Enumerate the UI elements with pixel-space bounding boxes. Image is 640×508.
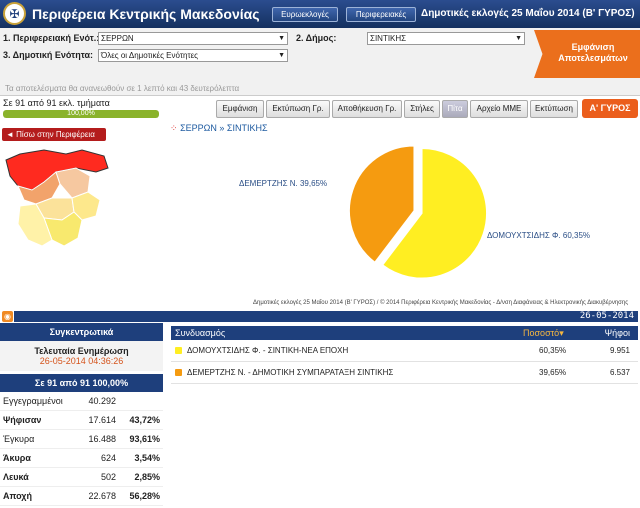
summary-key: Έγκυρα bbox=[3, 434, 35, 444]
dots-icon: ⁘ bbox=[170, 123, 178, 133]
chevron-down-icon: ▼ bbox=[515, 35, 522, 42]
first-round-button[interactable]: Α' ΓΥΡΟΣ bbox=[582, 99, 638, 118]
summary-row-blank: Λευκά 502 2,85% bbox=[0, 468, 163, 487]
print-button[interactable]: Εκτύπωση bbox=[530, 100, 578, 118]
summary-percent: 56,28% bbox=[129, 491, 160, 501]
row-name: ΔΕΜΕΡΤΖΗΣ Ν. - ΔΗΜΟΤΙΚΗ ΣΥΜΠΑΡΑΤΑΞΗ ΣΙΝΤ… bbox=[187, 368, 394, 377]
save-chart-button[interactable]: Αποθήκευση Γρ. bbox=[332, 100, 402, 118]
table-row[interactable]: ΔΕΜΕΡΤΖΗΣ Ν. - ΔΗΜΟΤΙΚΗ ΣΥΜΠΑΡΑΤΑΞΗ ΣΙΝΤ… bbox=[171, 362, 638, 384]
summary-value: 502 bbox=[100, 472, 116, 482]
back-to-region-button[interactable]: ◄ Πίσω στην Περιφέρεια bbox=[2, 128, 106, 141]
col-percent-sort[interactable]: Ποσοστό▾ bbox=[523, 326, 564, 340]
summary-row-invalid: Άκυρα 624 3,54% bbox=[0, 449, 163, 468]
summary-row-registered: Εγγεγραμμένοι 40.292 bbox=[0, 392, 163, 411]
summary-rows: Εγγεγραμμένοι 40.292 Ψήφισαν 17.614 43,72% … bbox=[0, 392, 163, 506]
summary-row-valid: Έγκυρα 16.488 93,61% bbox=[0, 430, 163, 449]
summary-value: 17.614 bbox=[88, 415, 116, 425]
municipality-select[interactable]: ΣΙΝΤΙΚΗΣ ▼ bbox=[367, 32, 525, 45]
last-update-label: Τελευταία Ενημέρωση bbox=[34, 346, 129, 356]
summary-key: Λευκά bbox=[3, 472, 29, 482]
progress-bar: 100,00% bbox=[3, 110, 159, 118]
last-update-time: 26-05-2014 04:36:26 bbox=[39, 356, 124, 366]
summary-percent: 43,72% bbox=[129, 415, 160, 425]
results-header: Συνδυασμός Ποσοστό▾ Ψήφοι bbox=[171, 326, 638, 340]
summary-key: Εγγεγραμμένοι bbox=[3, 396, 63, 406]
show-results-button[interactable]: Εμφάνιση Αποτελεσμάτων bbox=[534, 30, 640, 78]
summary-key: Ψήφισαν bbox=[3, 415, 42, 425]
region-map[interactable] bbox=[4, 146, 114, 256]
summary-panel: Συγκεντρωτικά Τελευταία Ενημέρωση 26-05-… bbox=[0, 323, 163, 508]
pie-label-domouchtsidis: ΔΟΜΟΥΧΤΣΙΔΗΣ Φ. 60,35% bbox=[487, 231, 591, 240]
col-percent-label: Ποσοστό bbox=[523, 328, 560, 338]
municipality-select-value: ΣΙΝΤΙΚΗΣ bbox=[370, 34, 407, 43]
display-button[interactable]: Εμφάνιση bbox=[216, 100, 264, 118]
sections-summary: Σε 91 από 91 100,00% bbox=[0, 374, 163, 392]
site-title: Περιφέρεια Κεντρικής Μακεδονίας bbox=[32, 6, 260, 22]
col-combination[interactable]: Συνδυασμός bbox=[175, 328, 226, 338]
municipal-unit-select[interactable]: Όλες οι Δημοτικές Ενότητες ▼ bbox=[98, 49, 288, 62]
summary-key: Αποχή bbox=[3, 491, 32, 501]
copyright-note: Δημοτικές εκλογές 25 Μαΐου 2014 (Β' ΓΥΡΟ… bbox=[253, 300, 629, 306]
map-region-chalkidiki bbox=[17, 203, 53, 247]
municipality-label: 2. Δήμος: bbox=[296, 33, 337, 43]
results-table: Συνδυασμός Ποσοστό▾ Ψήφοι ΔΟΜΟΥΧΤΣΙΔΗΣ Φ… bbox=[171, 326, 638, 384]
last-update-box: Τελευταία Ενημέρωση 26-05-2014 04:36:26 bbox=[0, 341, 163, 371]
media-file-button[interactable]: Αρχείο ΜΜΕ bbox=[470, 100, 528, 118]
columns-chart-button[interactable]: Στήλες bbox=[404, 100, 440, 118]
progress-fill bbox=[3, 110, 159, 118]
show-results-label: Εμφάνιση Αποτελεσμάτων bbox=[558, 42, 628, 63]
euroelections-button[interactable]: Ευρωεκλογές bbox=[272, 7, 338, 22]
chevron-down-icon: ▼ bbox=[278, 35, 285, 42]
regional-elections-button[interactable]: Περιφερειακές bbox=[346, 7, 416, 22]
pie-slice-0[interactable] bbox=[381, 147, 488, 279]
progress-percent: 100,00% bbox=[67, 110, 95, 117]
summary-row-voted: Ψήφισαν 17.614 43,72% bbox=[0, 411, 163, 430]
breadcrumb: ⁘ ΣΕΡΡΩΝ » ΣΙΝΤΙΚΗΣ bbox=[170, 123, 268, 134]
print-chart-button[interactable]: Εκτύπωση Γρ. bbox=[266, 100, 330, 118]
sections-count: Σε 91 από 91 εκλ. τμήματα bbox=[3, 98, 110, 108]
summary-value: 16.488 bbox=[88, 434, 116, 444]
unit-select[interactable]: ΣΕΡΡΩΝ ▼ bbox=[98, 32, 288, 45]
col-votes[interactable]: Ψήφοι bbox=[604, 328, 630, 338]
unit-label: 1. Περιφερειακή Ενότ.: bbox=[3, 33, 100, 43]
summary-percent: 93,61% bbox=[129, 434, 160, 444]
summary-value: 40.292 bbox=[88, 396, 116, 406]
sort-desc-icon: ▾ bbox=[559, 328, 564, 338]
pie-slice-1[interactable] bbox=[348, 144, 415, 264]
row-name: ΔΟΜΟΥΧΤΣΙΔΗΣ Φ. - ΣΙΝΤΙΚΗ-ΝΕΑ ΕΠΟΧΗ bbox=[187, 346, 349, 355]
breadcrumb-municipality[interactable]: ΣΙΝΤΙΚΗΣ bbox=[226, 123, 268, 133]
row-votes: 6.537 bbox=[609, 368, 630, 377]
date-bar: 26-05-2014 bbox=[14, 311, 638, 322]
header-bar: ✠ Περιφέρεια Κεντρικής Μακεδονίας Ευρωεκ… bbox=[0, 0, 640, 28]
refresh-note: Τα αποτελέσματα θα ανανεωθούν σε 1 λεπτό… bbox=[5, 84, 240, 93]
map-region-pieria bbox=[43, 211, 83, 247]
summary-value: 22.678 bbox=[88, 491, 116, 501]
pie-label-demertzis: ΔΕΜΕΡΤΖΗΣ Ν. 39,65% bbox=[239, 179, 328, 188]
color-swatch bbox=[175, 369, 182, 376]
summary-value: 624 bbox=[100, 453, 116, 463]
summary-row-abstention: Αποχή 22.678 56,28% bbox=[0, 487, 163, 506]
row-percent: 39,65% bbox=[539, 368, 567, 377]
pie-chart bbox=[348, 144, 488, 279]
greek-emblem-logo: ✠ bbox=[3, 2, 26, 25]
row-percent: 60,35% bbox=[539, 346, 567, 355]
municipal-unit-label: 3. Δημοτική Ενότητα: bbox=[3, 50, 93, 60]
filter-panel: 1. Περιφερειακή Ενότ.: ΣΕΡΡΩΝ ▼ 2. Δήμος:… bbox=[0, 28, 640, 96]
summary-header: Συγκεντρωτικά bbox=[0, 323, 163, 341]
rss-icon[interactable]: ◉ bbox=[2, 311, 13, 322]
row-votes: 9.951 bbox=[609, 346, 630, 355]
color-swatch bbox=[175, 347, 182, 354]
chevron-down-icon: ▼ bbox=[278, 52, 285, 59]
breadcrumb-region[interactable]: ΣΕΡΡΩΝ bbox=[180, 123, 217, 133]
summary-percent: 3,54% bbox=[134, 453, 160, 463]
municipal-unit-select-value: Όλες οι Δημοτικές Ενότητες bbox=[101, 51, 199, 60]
summary-key: Άκυρα bbox=[3, 453, 31, 463]
unit-select-value: ΣΕΡΡΩΝ bbox=[101, 34, 134, 43]
election-title: Δημοτικές εκλογές 25 Μαΐου 2014 (Β' ΓΥΡΟ… bbox=[421, 8, 635, 19]
table-row[interactable]: ΔΟΜΟΥΧΤΣΙΔΗΣ Φ. - ΣΙΝΤΙΚΗ-ΝΕΑ ΕΠΟΧΗ 60,3… bbox=[171, 340, 638, 362]
breadcrumb-separator: » bbox=[219, 123, 225, 133]
summary-percent: 2,85% bbox=[134, 472, 160, 482]
pie-chart-button[interactable]: Πίτα bbox=[442, 100, 468, 118]
